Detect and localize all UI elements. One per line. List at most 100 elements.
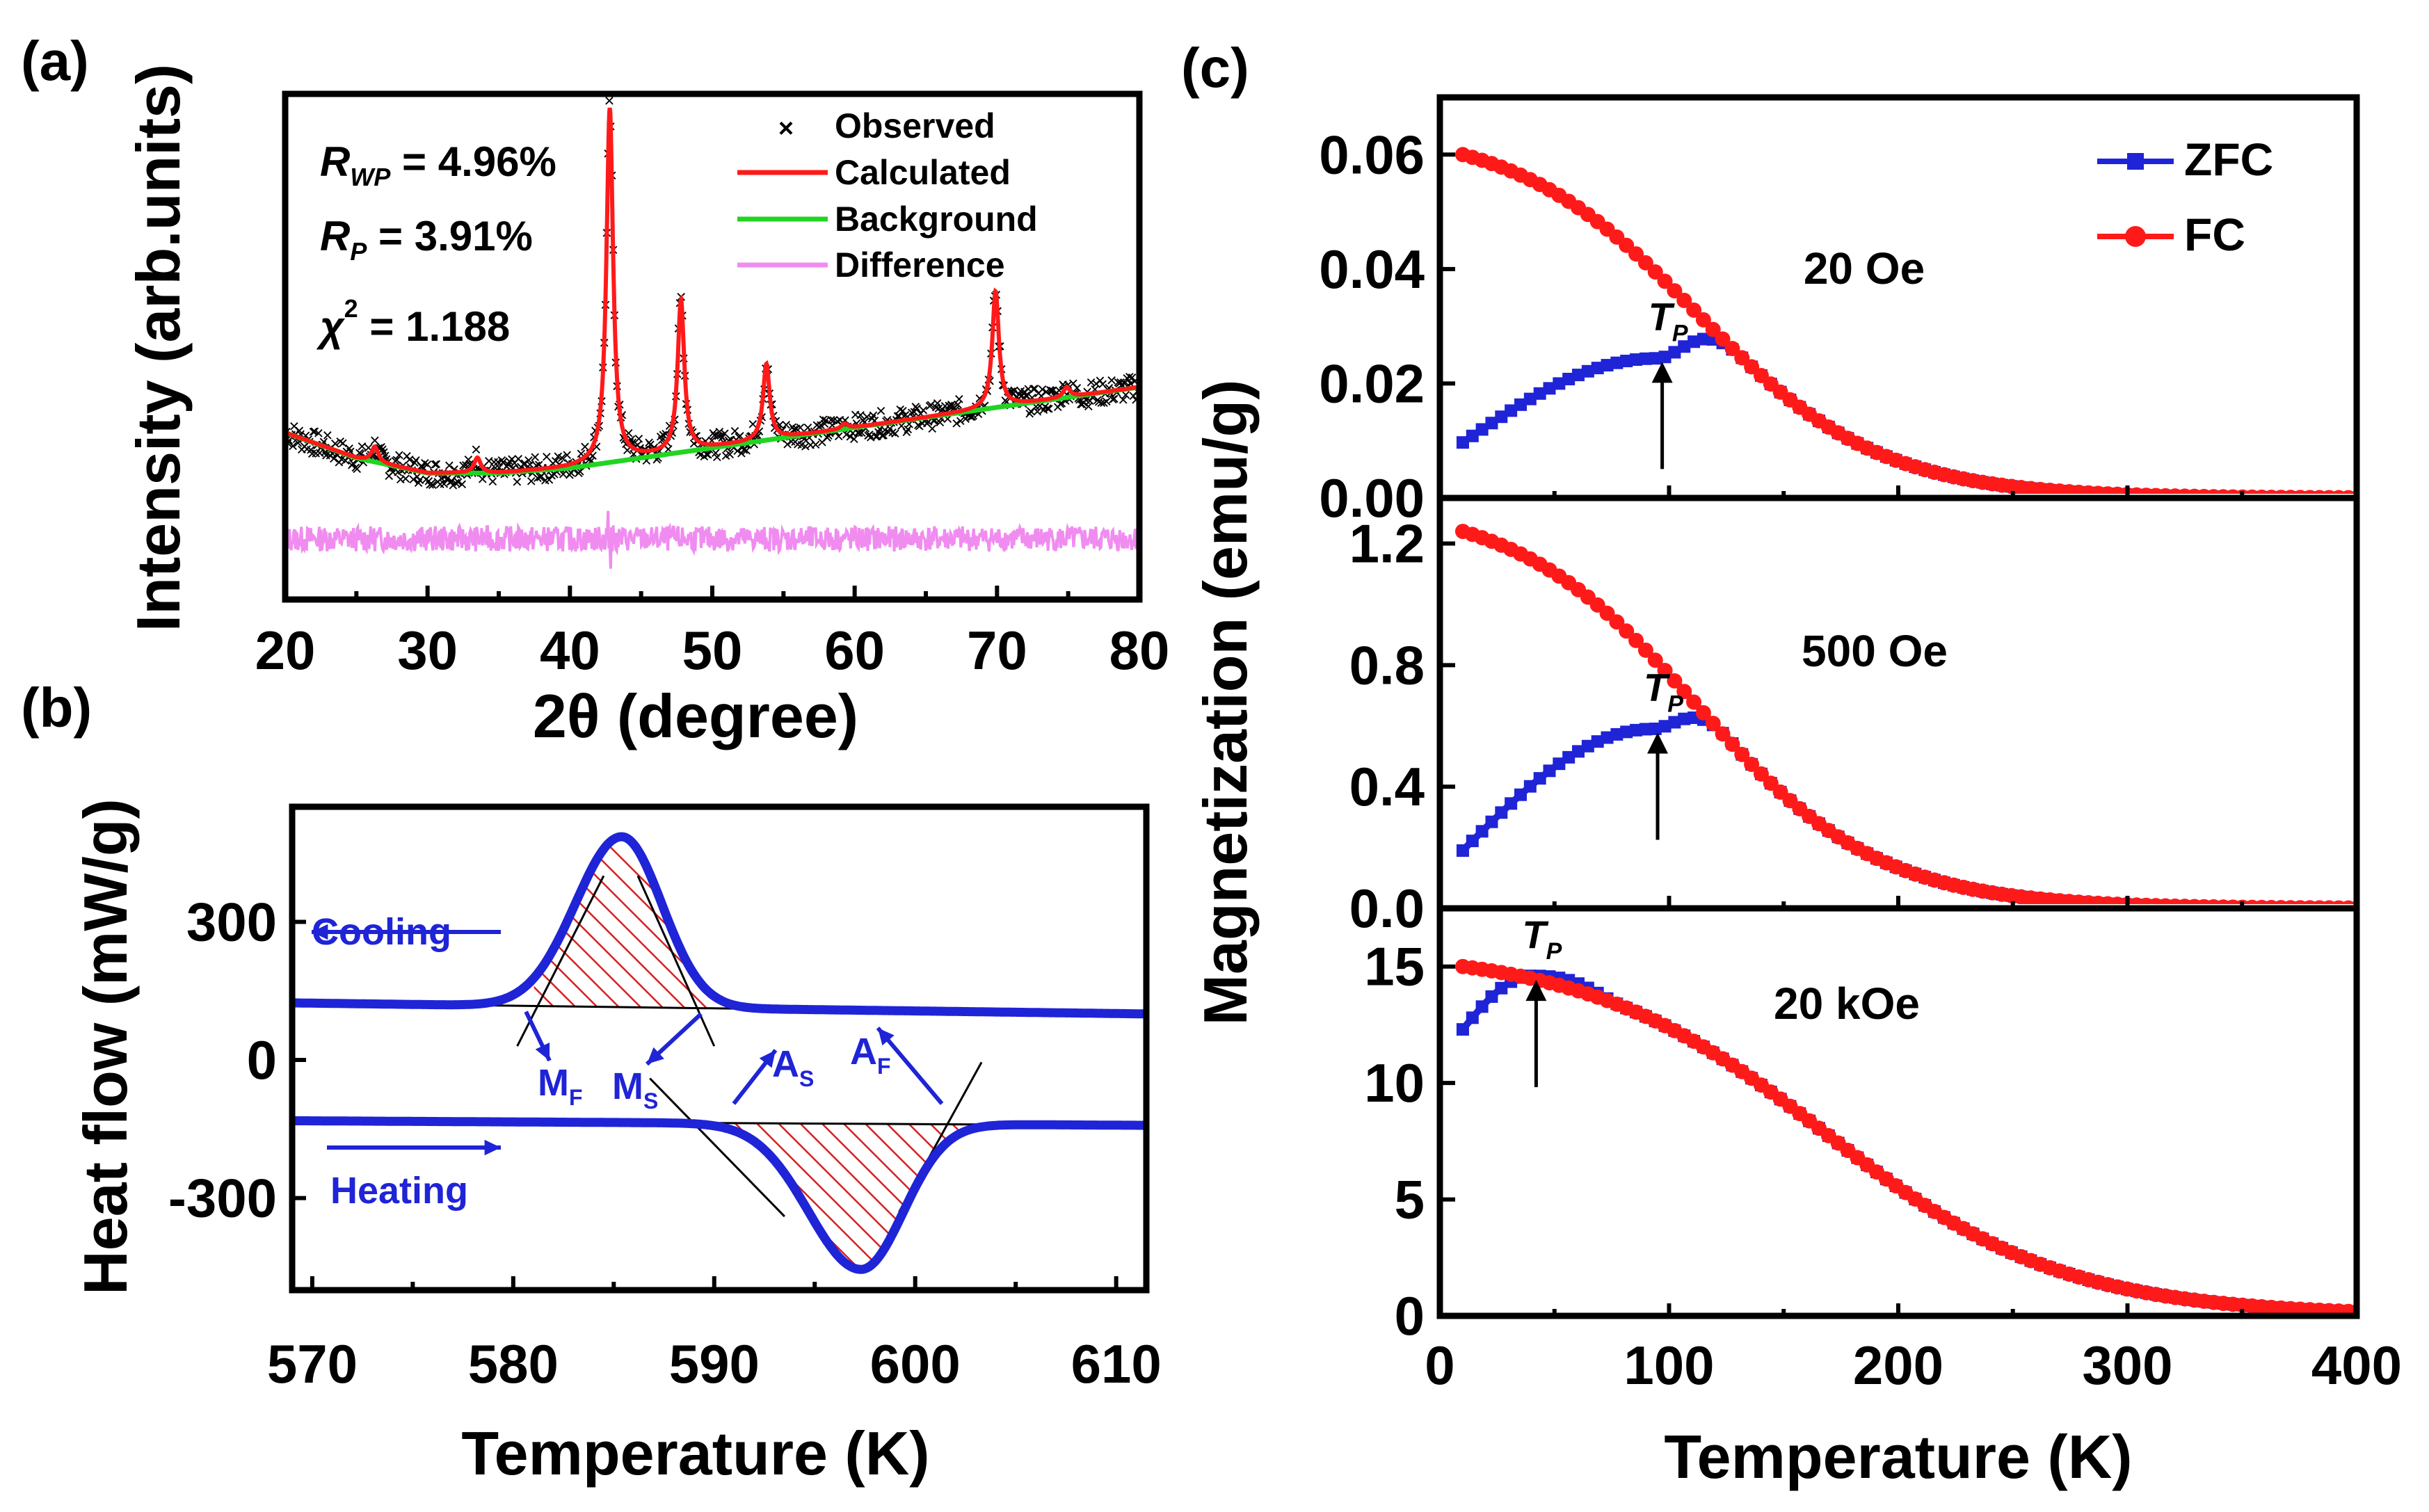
fc-marker — [2274, 900, 2288, 904]
observed-point: × — [725, 444, 735, 465]
fc-marker — [1609, 614, 1625, 630]
observed-point: × — [488, 471, 498, 492]
panel-c-ticks: 0.00 0.02 0.04 0.06 0.0 0.4 0.8 1.2 0 5 10 15 0 100 20… — [1319, 124, 2402, 1396]
panel-b-annotations: Cooling Heating MF MS AS AF — [312, 911, 944, 1212]
observed-point: × — [1009, 380, 1020, 401]
mf-arrow-head — [535, 1043, 550, 1061]
zfc-marker — [1533, 387, 1546, 400]
calculated-line — [285, 107, 1139, 475]
stat-rp-value: = 3.91% — [367, 213, 533, 259]
legend-zfc: ZFC — [2184, 134, 2273, 185]
y-tick-label: 0.00 — [1319, 467, 1425, 529]
observed-point: × — [401, 445, 412, 466]
observed-point: × — [849, 428, 859, 449]
y-tick-label: 15 — [1364, 936, 1425, 997]
observed-point: × — [445, 472, 456, 492]
observed-point: × — [512, 472, 522, 492]
observed-point: × — [1025, 403, 1035, 424]
observed-point: × — [940, 396, 950, 417]
fc-marker — [1657, 273, 1673, 289]
zfc-marker — [1485, 417, 1498, 430]
as-label: AS — [772, 1043, 814, 1091]
observed-point: × — [433, 472, 443, 492]
observed-point: × — [730, 421, 740, 442]
observed-point: × — [912, 398, 922, 419]
observed-point: × — [850, 404, 860, 425]
observed-point: × — [871, 426, 881, 447]
zfc-marker — [1523, 780, 1537, 793]
as-label-main: A — [772, 1043, 799, 1085]
observed-point: × — [357, 436, 367, 457]
stat-rwp-value: = 4.96% — [390, 138, 556, 185]
difference-line — [285, 510, 1139, 569]
observed-point: × — [541, 446, 552, 467]
zfc-marker — [1514, 398, 1527, 411]
observed-point: × — [952, 413, 962, 434]
observed-point: × — [296, 439, 307, 460]
observed-point: × — [463, 449, 474, 470]
observed-point: × — [713, 425, 723, 446]
observed-point: × — [845, 426, 856, 447]
observed-point: × — [826, 410, 836, 431]
zfc-marker — [1630, 723, 1643, 737]
panel-b-ticks: 570 580 590 600 610 -300 0 300 — [168, 891, 1162, 1394]
panel-b-label: (b) — [21, 677, 92, 739]
as-label-sub: S — [799, 1066, 814, 1091]
observed-point: × — [944, 395, 954, 416]
ms-label: MS — [612, 1065, 658, 1113]
fc-marker — [2254, 489, 2269, 494]
observed-point: × — [872, 426, 882, 447]
observed-point: × — [431, 453, 442, 474]
observed-point: × — [655, 426, 666, 447]
observed-point: × — [781, 415, 792, 435]
zfc-marker — [1466, 1011, 1479, 1024]
tp-label: TP — [1649, 294, 1688, 346]
tangent-as — [649, 1077, 785, 1218]
fc-marker — [1724, 737, 1740, 753]
panel-c-legend: ZFC FC — [2097, 134, 2273, 260]
legend-observed-marker: × — [778, 114, 794, 143]
legend-background: Background — [835, 200, 1038, 239]
observed-point: × — [509, 452, 520, 473]
observed-point: × — [604, 90, 614, 111]
stat-chi: χ2 = 1.188 — [316, 294, 510, 350]
observed-point: × — [1043, 398, 1054, 419]
zfc-marker — [1543, 382, 1556, 395]
zfc-marker — [1553, 377, 1566, 390]
stat-rwp-sub: WP — [350, 163, 391, 191]
zfc-marker — [1466, 835, 1479, 848]
field-label-20koe: 20 kOe — [1774, 979, 1920, 1029]
panel-c-plot-area — [1454, 147, 2357, 1316]
zfc-marker — [1601, 359, 1614, 372]
fc-marker — [1647, 264, 1663, 280]
x-tick-label: 600 — [870, 1333, 961, 1394]
observed-point: × — [927, 418, 938, 439]
tp-label-sub: P — [1672, 320, 1688, 346]
observed-point: × — [457, 474, 467, 494]
x-tick-label: 0 — [1425, 1335, 1454, 1396]
observed-point: × — [289, 416, 299, 437]
tp-label-main: T — [1522, 912, 1549, 956]
observed-point: × — [721, 445, 731, 466]
panel-c-y-label: Magnetization (emu/g) — [1191, 380, 1260, 1026]
fc-marker — [2264, 489, 2279, 494]
zfc-marker — [1668, 716, 1681, 729]
observed-point: × — [1101, 391, 1112, 412]
tp-label-main: T — [1644, 665, 1671, 709]
x-tick-label: 70 — [967, 620, 1027, 681]
af-arrow-head — [878, 1028, 895, 1046]
stat-chi-symbol: χ — [316, 303, 346, 350]
observed-point: × — [877, 425, 888, 446]
tp-label-sub: P — [1667, 691, 1683, 717]
observed-point: × — [471, 439, 481, 460]
y-tick-label: 0 — [247, 1029, 277, 1091]
observed-point: × — [335, 431, 346, 451]
heating-label: Heating — [330, 1170, 468, 1212]
observed-point: × — [901, 421, 912, 442]
observed-point: × — [553, 446, 563, 467]
fc-marker — [1676, 684, 1692, 700]
fc-marker — [1676, 292, 1692, 308]
observed-point: × — [736, 443, 746, 464]
fc-marker — [2313, 490, 2327, 494]
observed-point: × — [337, 433, 348, 453]
